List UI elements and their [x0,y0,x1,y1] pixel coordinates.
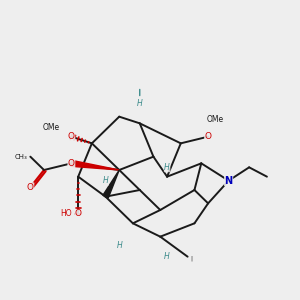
Polygon shape [71,160,119,170]
Text: |: | [190,256,192,261]
Text: O: O [68,132,75,141]
Text: O: O [205,132,212,141]
Text: H: H [116,242,122,250]
Text: OMe: OMe [206,115,224,124]
Text: HO: HO [60,209,71,218]
Text: O: O [68,159,75,168]
Text: OMe: OMe [42,123,59,132]
Text: CH₃: CH₃ [14,154,27,160]
Text: N: N [225,176,233,186]
Text: O: O [75,209,82,218]
Polygon shape [103,170,119,198]
Text: H: H [103,176,108,185]
Text: H: H [137,99,142,108]
Text: H: H [164,163,170,172]
Text: H: H [164,252,170,261]
Text: O: O [27,183,34,192]
